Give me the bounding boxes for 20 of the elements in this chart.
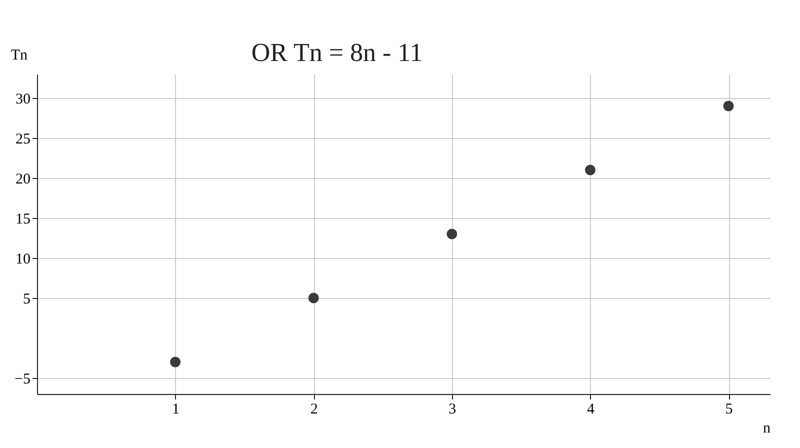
text: OR Tn = 8n - 11 xyxy=(251,38,423,67)
point xyxy=(446,228,458,240)
x-axis-title: n xyxy=(763,420,771,436)
x-tick-label: 2 xyxy=(310,402,318,418)
x-tick-label: 3 xyxy=(448,402,456,418)
x-tick-label: 4 xyxy=(586,402,595,418)
y-tick-label: 30 xyxy=(16,92,30,108)
y-tick-label: 5 xyxy=(23,292,30,308)
point xyxy=(170,356,181,368)
point xyxy=(308,292,319,304)
y-tick-label: −5 xyxy=(14,372,30,388)
point xyxy=(584,164,596,176)
x-tick-label: 5 xyxy=(725,402,733,418)
x-tick-label: 1 xyxy=(172,402,180,418)
y-axis-title: Tn xyxy=(10,48,28,64)
y-tick-label: 25 xyxy=(16,132,30,148)
point xyxy=(723,100,734,112)
y-tick-label: 20 xyxy=(16,172,30,188)
y-tick-label: 15 xyxy=(16,212,30,228)
y-tick-label: 10 xyxy=(16,252,30,268)
